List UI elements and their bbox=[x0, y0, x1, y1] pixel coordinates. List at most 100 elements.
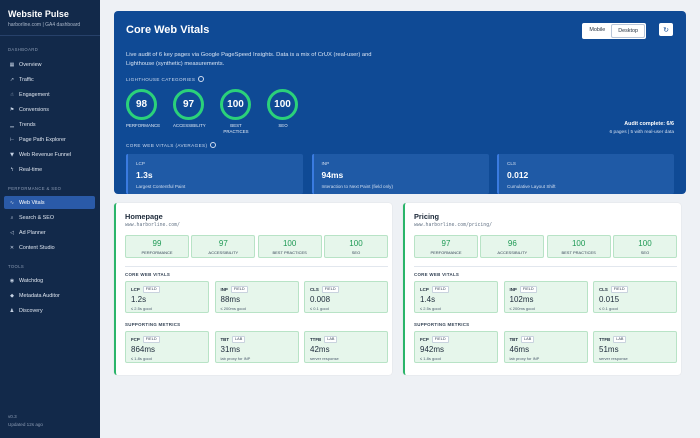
cwv-section-label: CORE WEB VITALS bbox=[125, 272, 171, 277]
cwv-averages-label: CORE WEB VITALS (AVERAGES) bbox=[126, 142, 217, 148]
sidebar-item-engagement[interactable]: ☝ Engagement bbox=[4, 88, 95, 101]
vital-name: Largest Contentful Paint bbox=[136, 184, 186, 189]
sidebar-item-label: Watchdog bbox=[19, 277, 44, 284]
metric-header: TBT LAB bbox=[510, 336, 582, 343]
cwv-metrics: LCP FIELD 1.2s ≤ 2.5s good INP FIELD 88ms ≤ 200… bbox=[125, 281, 388, 313]
desktop-button[interactable]: Desktop bbox=[611, 24, 645, 38]
mobile-button[interactable]: Mobile bbox=[589, 27, 606, 33]
audit-status: Audit complete: 6/6 6 pages | 5 with rea… bbox=[610, 121, 674, 135]
supporting-section-label: SUPPORTING METRICS bbox=[414, 322, 470, 327]
info-icon[interactable] bbox=[210, 142, 217, 148]
page-card-title: Homepage bbox=[125, 212, 163, 221]
page-title: Core Web Vitals bbox=[126, 24, 210, 36]
grid-icon: ▦ bbox=[9, 61, 15, 68]
vital-cls: CLS 0.012 Cumulative Layout Shift bbox=[497, 154, 674, 194]
gauge-best-practices: 100 BEST PRACTICES bbox=[220, 89, 252, 135]
sidebar-item-web-vitals[interactable]: ∿ Web Vitals bbox=[4, 196, 95, 209]
path-icon: ⊢ bbox=[9, 136, 15, 143]
info-icon[interactable] bbox=[198, 76, 205, 82]
sidebar-item-label: Discovery bbox=[19, 307, 43, 314]
gauge-label: BEST PRACTICES bbox=[223, 123, 249, 134]
sidebar-item-overview[interactable]: ▦ Overview bbox=[4, 58, 95, 71]
metric-header: CLS FIELD bbox=[310, 286, 382, 293]
metric-threshold: server response bbox=[310, 356, 339, 361]
score-box: 100 BEST PRACTICES bbox=[257, 235, 322, 258]
sidebar-item-metadata-auditor[interactable]: ◆ Metadata Auditor bbox=[4, 289, 95, 302]
source-badge: LAB bbox=[324, 336, 338, 343]
sidebar-item-real-time[interactable]: ϟ Real-time bbox=[4, 163, 95, 176]
gauge-performance: 98 PERFORMANCE bbox=[126, 89, 160, 135]
sidebar-item-page-path-explorer[interactable]: ⊢ Page Path Explorer bbox=[4, 133, 95, 146]
score-label: PERFORMANCE bbox=[141, 250, 173, 255]
score-box: 97 ACCESSIBILITY bbox=[191, 235, 256, 258]
metric-value: 31ms bbox=[220, 345, 241, 354]
metric-value: 0.008 bbox=[310, 295, 331, 304]
score-box: 99 PERFORMANCE bbox=[125, 235, 189, 258]
score-label: ACCESSIBILITY bbox=[208, 250, 239, 255]
sidebar-item-traffic[interactable]: ↗ Traffic bbox=[4, 73, 95, 86]
metric-value: 88ms bbox=[220, 295, 241, 304]
tag-icon: ◆ bbox=[10, 292, 14, 299]
gauge-value: 100 bbox=[267, 89, 298, 120]
sidebar-item-watchdog[interactable]: ◉ Watchdog bbox=[4, 274, 95, 287]
score-label: PERFORMANCE bbox=[430, 250, 462, 255]
score-box: 96 ACCESSIBILITY bbox=[480, 235, 545, 258]
divider bbox=[414, 266, 677, 267]
trend-icon: ▁ bbox=[10, 121, 14, 128]
vital-inp: INP 94ms Interaction to Next Paint (fiel… bbox=[311, 154, 489, 194]
metric-value: 46ms bbox=[509, 345, 530, 354]
score-box: 97 PERFORMANCE bbox=[414, 235, 478, 258]
vital-value: 1.3s bbox=[136, 170, 153, 180]
metric-abbr: LCP bbox=[131, 287, 140, 292]
refresh-button[interactable]: ↻ bbox=[659, 23, 673, 36]
metric-value: 942ms bbox=[420, 345, 445, 354]
sidebar-item-label: Overview bbox=[19, 61, 42, 68]
vital-abbr: INP bbox=[321, 161, 330, 166]
sidebar-item-label: Traffic bbox=[19, 76, 34, 83]
metric-abbr: INP bbox=[220, 287, 228, 292]
lighthouse-scores: 99 PERFORMANCE 97 ACCESSIBILITY 100 BEST PRAC… bbox=[125, 235, 388, 258]
score-label: BEST PRACTICES bbox=[272, 250, 307, 255]
cwv-averages-text: CORE WEB VITALS (AVERAGES) bbox=[126, 142, 208, 148]
sidebar-item-content-studio[interactable]: ✕ Content Studio bbox=[4, 241, 95, 254]
metric-card: TTFB LAB 51ms server response bbox=[593, 331, 677, 363]
last-updated: Updated 12s ago bbox=[8, 422, 43, 427]
metric-card: TTFB LAB 42ms server response bbox=[304, 331, 388, 363]
gauge-label: ACCESSIBILITY bbox=[173, 123, 206, 128]
score-label: SEO bbox=[351, 250, 361, 255]
metric-abbr: LCP bbox=[420, 287, 429, 292]
refresh-icon: ↻ bbox=[663, 25, 669, 34]
page-card: Pricing www.harborline.com/pricing/97 PERF… bbox=[403, 203, 681, 375]
metric-abbr: FCP bbox=[131, 337, 140, 342]
score-value: 97 bbox=[218, 239, 228, 248]
sidebar-item-ad-planner[interactable]: ◁ Ad Planner bbox=[4, 226, 95, 239]
sidebar-item-label: Ad Planner bbox=[19, 229, 46, 236]
sidebar-item-web-revenue-funnel[interactable]: ▼ Web Revenue Funnel bbox=[4, 148, 95, 161]
metric-value: 102ms bbox=[509, 295, 534, 304]
metric-abbr: TBT bbox=[509, 337, 519, 342]
sidebar-item-label: Conversions bbox=[19, 106, 49, 113]
gauge-label: SEO bbox=[278, 123, 288, 128]
tools-icon: ✕ bbox=[9, 244, 15, 251]
sidebar-item-conversions[interactable]: ⚑ Conversions bbox=[4, 103, 95, 116]
sidebar-item-trends[interactable]: ▁ Trends bbox=[4, 118, 95, 131]
metric-value: 0.015 bbox=[599, 295, 620, 304]
sidebar-item-label: Content Studio bbox=[19, 244, 55, 251]
lighthouse-gauges: 98 PERFORMANCE 97 ACCESSIBILITY 100 BEST… bbox=[126, 89, 314, 135]
metric-header: TBT LAB bbox=[221, 336, 293, 343]
source-badge: FIELD bbox=[431, 286, 449, 293]
page-card: Homepage www.harborline.com/99 PERFORMANCE… bbox=[114, 203, 392, 375]
sidebar-item-discovery[interactable]: ♟ Discovery bbox=[4, 304, 95, 317]
cwv-metrics: LCP FIELD 1.4s ≤ 2.5s good INP FIELD 102ms ≤ 20… bbox=[414, 281, 677, 313]
vital-lcp: LCP 1.3s Largest Contentful Paint bbox=[126, 154, 303, 194]
metric-card: FCP FIELD 864ms ≤ 1.8s good bbox=[125, 331, 209, 363]
metric-threshold: ≤ 2.5s good bbox=[420, 306, 441, 311]
sidebar-item-search-seo[interactable]: ⌕ Search & SEO bbox=[4, 211, 95, 224]
page-card-url: www.harborline.com/ bbox=[125, 223, 180, 228]
person-icon: ♟ bbox=[9, 307, 15, 314]
audit-status-main: Audit complete: 6/6 bbox=[624, 121, 674, 127]
metric-header: CLS FIELD bbox=[599, 286, 671, 293]
nav-section-performance-seo: PERFORMANCE & SEO bbox=[8, 186, 62, 191]
brand: Website Pulse harborline.com | GA4 dashb… bbox=[0, 0, 100, 28]
metric-threshold: ≤ 200ms good bbox=[220, 306, 246, 311]
